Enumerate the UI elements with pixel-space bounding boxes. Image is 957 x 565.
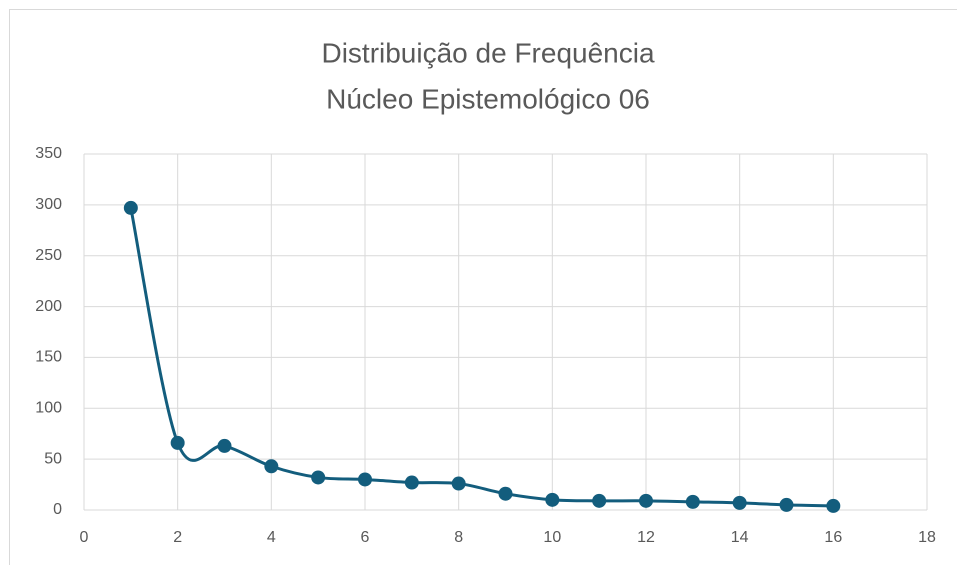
data-point (498, 486, 513, 501)
y-tick-label: 350 (35, 145, 62, 162)
y-tick-label: 150 (35, 349, 62, 366)
data-point (639, 493, 653, 508)
data-point (264, 459, 279, 474)
data-point (592, 493, 607, 508)
data-point (779, 497, 794, 512)
y-tick-label: 100 (35, 400, 62, 417)
chart-title: Distribuição de Frequência (321, 37, 654, 68)
x-tick-label: 8 (454, 529, 463, 546)
x-tick-label: 16 (824, 529, 842, 546)
x-tick-label: 10 (543, 529, 561, 546)
x-tick-label: 4 (267, 529, 276, 546)
data-point (685, 494, 700, 509)
data-point (170, 435, 185, 450)
y-tick-label: 200 (35, 298, 62, 315)
x-tick-label: 6 (361, 529, 370, 546)
data-point (123, 200, 138, 215)
data-point (404, 475, 419, 490)
data-point (358, 472, 372, 487)
x-tick-label: 18 (918, 529, 936, 546)
x-tick-label: 12 (637, 529, 655, 546)
y-tick-label: 250 (35, 247, 62, 264)
y-tick-label: 300 (35, 196, 62, 213)
data-point (732, 495, 747, 510)
data-point (451, 476, 466, 491)
data-point (311, 470, 326, 485)
y-tick-label: 50 (44, 450, 62, 467)
data-point (217, 438, 232, 453)
x-tick-label: 0 (80, 529, 89, 546)
x-tick-label: 14 (731, 529, 749, 546)
chart-border (9, 9, 957, 565)
data-point (826, 498, 841, 513)
y-tick-label: 0 (53, 501, 62, 518)
data-point (545, 492, 560, 507)
chart-subtitle: Núcleo Epistemológico 06 (326, 83, 650, 114)
x-tick-label: 2 (173, 529, 182, 546)
